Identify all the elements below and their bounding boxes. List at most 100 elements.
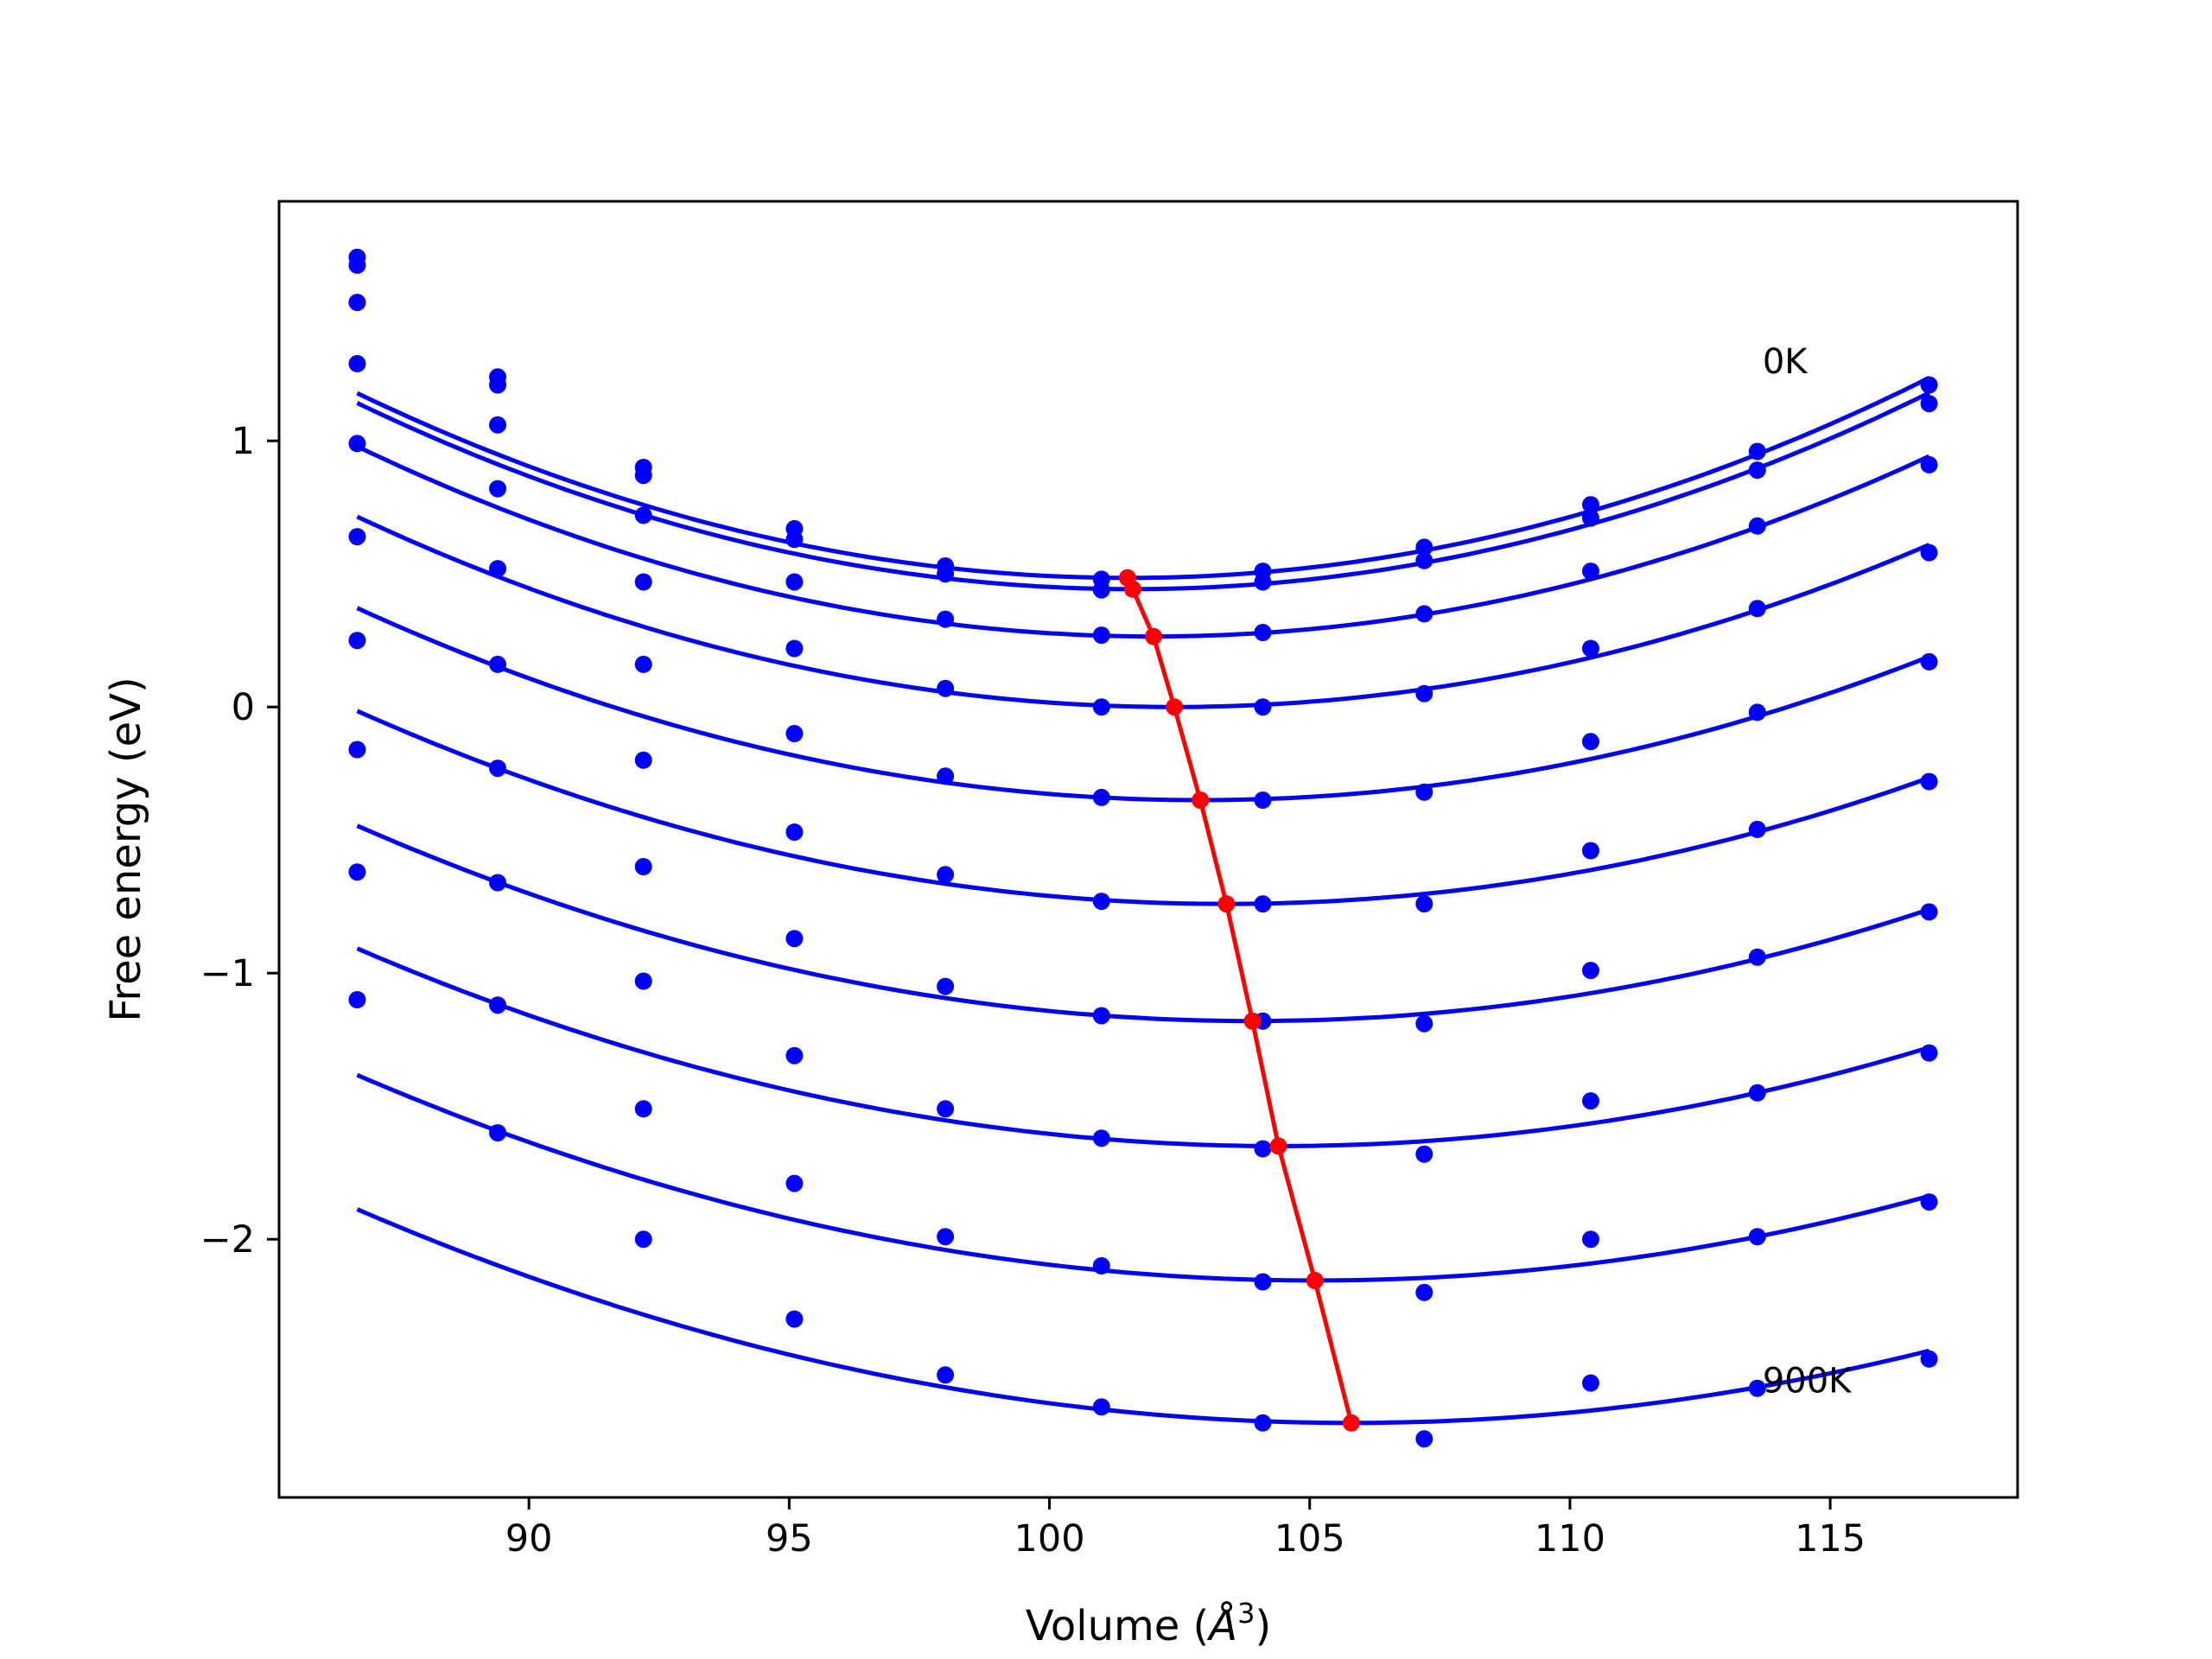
data-point — [1092, 1257, 1110, 1274]
data-point — [634, 1230, 652, 1249]
data-point — [489, 416, 506, 434]
data-point — [1415, 1283, 1433, 1301]
data-point — [1582, 509, 1599, 527]
data-point — [785, 573, 804, 591]
minimum-line-path — [1125, 576, 1354, 1424]
data-point — [348, 294, 366, 311]
data-point — [785, 823, 804, 841]
minimum-point — [1269, 1137, 1287, 1155]
series-curve-3 — [356, 444, 1930, 639]
data-point — [1092, 1398, 1110, 1416]
data-point — [1748, 1379, 1766, 1397]
data-point — [489, 480, 506, 498]
data-point — [489, 760, 506, 778]
data-point — [1582, 962, 1599, 980]
data-point — [1748, 461, 1766, 480]
minimum-point — [1145, 627, 1162, 645]
data-point — [634, 1100, 652, 1118]
data-point — [1748, 703, 1766, 721]
data-point — [1748, 517, 1766, 535]
data-point — [937, 1100, 955, 1118]
data-point — [1092, 788, 1110, 806]
data-point — [1254, 1414, 1272, 1432]
minimum-point — [1342, 1414, 1360, 1432]
data-point — [785, 1046, 804, 1065]
data-point — [1415, 551, 1433, 569]
data-point — [1582, 639, 1599, 658]
data-point — [348, 528, 366, 546]
data-point — [1920, 1350, 1938, 1368]
data-point — [1920, 376, 1938, 394]
data-point — [1254, 1273, 1272, 1291]
series-curve-6 — [356, 709, 1930, 906]
x-tick-label: 100 — [1014, 1517, 1085, 1560]
data-point — [1920, 903, 1938, 921]
data-point — [937, 565, 955, 583]
data-point — [634, 751, 652, 769]
data-point — [1254, 1140, 1272, 1158]
data-point — [1415, 1430, 1433, 1448]
minimum-point — [1217, 895, 1236, 913]
data-point — [348, 435, 366, 453]
data-point — [348, 863, 366, 881]
x-tick-label: 105 — [1274, 1517, 1345, 1560]
series-curve-1 — [356, 376, 1930, 581]
data-point — [1920, 395, 1938, 413]
data-point — [1920, 1044, 1938, 1062]
series-curve-2 — [356, 391, 1930, 592]
x-tick-label: 90 — [505, 1517, 553, 1560]
data-point — [634, 467, 652, 485]
data-point — [348, 741, 366, 759]
data-point — [348, 991, 366, 1008]
data-point — [1748, 1084, 1766, 1102]
data-point — [1415, 1014, 1433, 1033]
data-point — [1920, 455, 1938, 474]
annotation-label: 900K — [1763, 1361, 1853, 1401]
x-axis-title-exponent: 3 — [1237, 1597, 1255, 1630]
x-tick-label: 110 — [1535, 1517, 1605, 1560]
data-point — [489, 560, 506, 578]
data-point — [1415, 895, 1433, 913]
data-point — [489, 1124, 506, 1141]
data-point — [1092, 1007, 1110, 1025]
data-point — [1582, 1230, 1599, 1249]
y-tick-label: −2 — [200, 1218, 255, 1262]
data-point — [1092, 698, 1110, 716]
data-point — [937, 767, 955, 785]
data-point — [1582, 1092, 1599, 1110]
data-point — [937, 866, 955, 884]
data-point — [1582, 1374, 1599, 1392]
series-curve-5 — [356, 606, 1930, 803]
x-axis-title-close: ) — [1255, 1602, 1271, 1650]
data-point — [1092, 626, 1110, 645]
data-point — [634, 858, 652, 875]
series-curve-7 — [356, 823, 1930, 1024]
data-point — [489, 655, 506, 673]
data-point — [348, 632, 366, 650]
minimum-point — [1192, 791, 1210, 809]
data-point — [1582, 842, 1599, 860]
data-point — [1582, 733, 1599, 751]
data-point — [1092, 1129, 1110, 1147]
annotation-label: 0K — [1763, 342, 1808, 382]
x-axis-title-unit: Å — [1206, 1601, 1237, 1650]
y-axis-title: Free energy (eV) — [102, 677, 150, 1021]
data-point — [937, 679, 955, 697]
data-point — [1748, 1228, 1766, 1246]
data-point — [785, 725, 804, 742]
data-point — [1254, 895, 1272, 913]
data-point — [1920, 652, 1938, 671]
data-point — [1415, 783, 1433, 801]
data-point — [1092, 893, 1110, 911]
data-point — [348, 354, 366, 372]
data-point — [785, 1310, 804, 1328]
minimum-point — [1243, 1012, 1262, 1030]
minimum-point — [1306, 1272, 1324, 1289]
data-point — [937, 1366, 955, 1384]
data-point — [1254, 791, 1272, 809]
data-point — [1748, 820, 1766, 838]
data-point — [489, 376, 506, 394]
data-point — [1582, 496, 1599, 514]
series-curve-9 — [356, 1072, 1930, 1283]
